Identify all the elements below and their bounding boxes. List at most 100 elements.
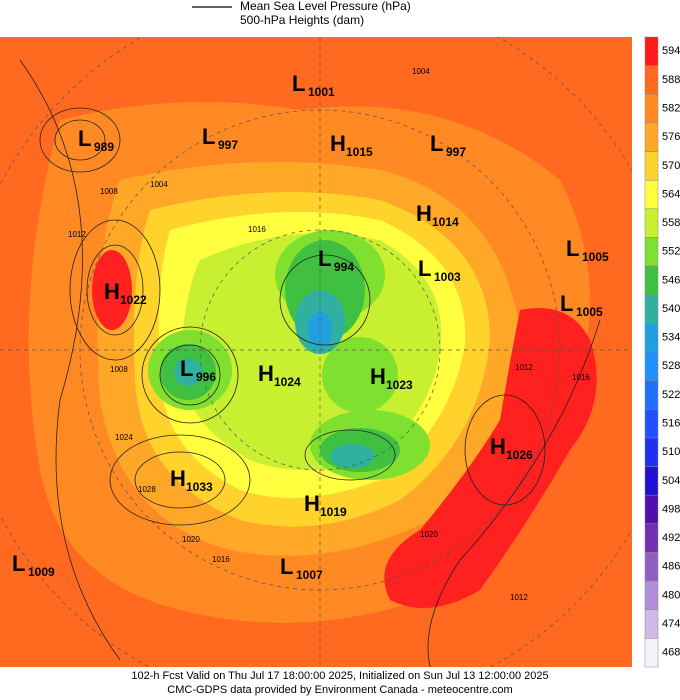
colorbar-swatch bbox=[644, 409, 659, 439]
colorbar-label: 510 bbox=[662, 446, 680, 458]
colorbar-swatch bbox=[644, 151, 659, 181]
center-value: 1003 bbox=[434, 270, 461, 284]
colorbar-swatch bbox=[644, 323, 659, 353]
colorbar-label: 504 bbox=[662, 475, 680, 487]
colorbar-swatch bbox=[644, 122, 659, 152]
isobar-label: 1004 bbox=[412, 67, 430, 76]
isobar-label: 1012 bbox=[515, 363, 533, 372]
center-letter: L bbox=[292, 71, 305, 96]
center-value: 1009 bbox=[28, 565, 55, 579]
center-value: 997 bbox=[446, 145, 466, 159]
center-value: 994 bbox=[334, 260, 354, 274]
colorbar-label: 534 bbox=[662, 332, 680, 344]
colorbar-label: 528 bbox=[662, 360, 680, 372]
colorbar-swatch bbox=[644, 552, 659, 582]
center-value: 1024 bbox=[274, 375, 301, 389]
colorbar-label: 588 bbox=[662, 74, 680, 86]
colorbar-label: 492 bbox=[662, 532, 680, 544]
colorbar-label: 468 bbox=[662, 647, 680, 659]
colorbar-swatch bbox=[644, 94, 659, 124]
footer-valid: 102-h Fcst Valid on Thu Jul 17 18:00:00 … bbox=[131, 670, 548, 682]
center-letter: H bbox=[258, 361, 274, 386]
center-letter: H bbox=[490, 434, 506, 459]
colorbar: 594 588 582 576 570 564 558 552 546 540 534 528 522 5… bbox=[644, 36, 680, 668]
center-letter: H bbox=[304, 491, 320, 516]
colorbar-swatch bbox=[644, 609, 659, 639]
center-value: 1014 bbox=[432, 215, 459, 229]
colorbar-label: 576 bbox=[662, 131, 680, 143]
isobar-label: 1004 bbox=[150, 180, 168, 189]
center-letter: L bbox=[566, 236, 579, 261]
center-value: 997 bbox=[218, 138, 238, 152]
center-letter: L bbox=[78, 126, 91, 151]
center-letter: H bbox=[370, 364, 386, 389]
colorbar-swatch bbox=[644, 36, 659, 66]
center-value: 1007 bbox=[296, 568, 323, 582]
colorbar-swatch bbox=[644, 437, 659, 467]
center-letter: H bbox=[170, 466, 186, 491]
colorbar-swatch bbox=[644, 179, 659, 210]
center-value: 1033 bbox=[186, 480, 213, 494]
center-value: 1015 bbox=[346, 145, 373, 159]
colorbar-swatch bbox=[644, 265, 659, 295]
colorbar-swatch bbox=[644, 380, 659, 410]
colorbar-swatch bbox=[644, 351, 659, 381]
center-value: 1019 bbox=[320, 505, 347, 519]
center-letter: L bbox=[12, 551, 25, 576]
colorbar-label: 516 bbox=[662, 417, 680, 429]
legend-mslp: Mean Sea Level Pressure (hPa) bbox=[240, 0, 411, 13]
colorbar-label: 480 bbox=[662, 589, 680, 601]
center-letter: L bbox=[418, 256, 431, 281]
colorbar-label: 570 bbox=[662, 160, 680, 172]
isobar-label: 1012 bbox=[68, 230, 86, 239]
colorbar-label: 546 bbox=[662, 274, 680, 286]
center-value: 1022 bbox=[120, 293, 147, 307]
colorbar-label: 498 bbox=[662, 503, 680, 515]
colorbar-swatch bbox=[644, 580, 659, 610]
isobar-label: 1020 bbox=[182, 535, 200, 544]
colorbar-swatch bbox=[644, 294, 659, 324]
center-value: 1026 bbox=[506, 448, 533, 462]
colorbar-label: 486 bbox=[662, 561, 680, 573]
isobar-labels: 1004 1008 1004 1012 1016 1008 1024 1028 1020 1016… bbox=[68, 67, 590, 602]
center-value: 1001 bbox=[308, 85, 335, 99]
colorbar-label: 552 bbox=[662, 246, 680, 258]
center-letter: L bbox=[280, 554, 293, 579]
colorbar-label: 522 bbox=[662, 389, 680, 401]
colorbar-swatch bbox=[644, 237, 659, 267]
center-value: 1005 bbox=[582, 250, 609, 264]
center-value: 996 bbox=[196, 370, 216, 384]
footer-credit: CMC-GDPS data provided by Environment Ca… bbox=[167, 684, 512, 696]
isobar-label: 1012 bbox=[510, 593, 528, 602]
center-letter: L bbox=[318, 246, 331, 271]
colorbar-label: 558 bbox=[662, 217, 680, 229]
isobar-label: 1016 bbox=[572, 373, 590, 382]
isobar-label: 1020 bbox=[420, 530, 438, 539]
colorbar-swatch bbox=[644, 523, 659, 553]
colorbar-label: 582 bbox=[662, 102, 680, 114]
center-letter: L bbox=[202, 124, 215, 149]
center-letter: H bbox=[104, 279, 120, 304]
colorbar-swatch bbox=[644, 65, 659, 95]
colorbar-label: 474 bbox=[662, 618, 680, 630]
isobar-label: 1016 bbox=[212, 555, 230, 564]
colorbar-swatch bbox=[644, 494, 659, 525]
colorbar-swatch bbox=[644, 208, 659, 238]
isobar-label: 1028 bbox=[138, 485, 156, 494]
center-letter: L bbox=[430, 131, 443, 156]
legend-heights: 500-hPa Heights (dam) bbox=[240, 13, 364, 27]
colorbar-label: 564 bbox=[662, 188, 680, 200]
isobar-label: 1016 bbox=[248, 225, 266, 234]
center-value: 989 bbox=[94, 140, 114, 154]
colorbar-label: 540 bbox=[662, 303, 680, 315]
center-letter: H bbox=[330, 131, 346, 156]
isobar-label: 1024 bbox=[115, 433, 133, 442]
colorbar-swatch bbox=[644, 466, 659, 496]
center-letter: H bbox=[416, 201, 432, 226]
isobar-label: 1008 bbox=[110, 365, 128, 374]
colorbar-swatch bbox=[644, 638, 659, 668]
center-letter: L bbox=[180, 356, 193, 381]
